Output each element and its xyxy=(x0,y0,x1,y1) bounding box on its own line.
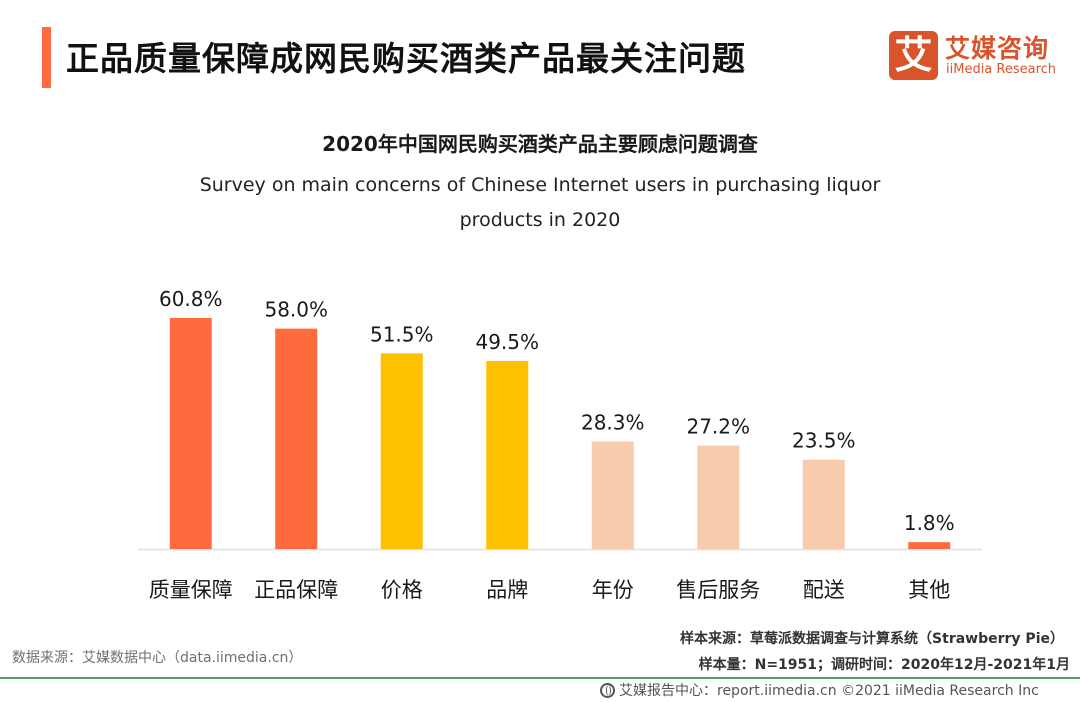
category-label-0: 质量保障 xyxy=(149,578,233,602)
category-label-4: 年份 xyxy=(592,578,634,602)
category-label-2: 价格 xyxy=(381,578,423,602)
footer-divider xyxy=(0,677,1080,679)
chart-title: 2020年中国网民购买酒类产品主要顾虑问题调查 xyxy=(322,132,758,156)
category-label-7: 其他 xyxy=(908,578,950,602)
chart-subtitle: Survey on main concerns of Chinese Inter… xyxy=(190,168,890,238)
bar-4 xyxy=(591,441,634,549)
data-label-2: 51.5% xyxy=(370,322,434,346)
chart-subtitle-line-1: Survey on main concerns of Chinese Inter… xyxy=(199,174,881,196)
bar-chart: 60.8% 质量保障 58.0% 正品保障 51.5% 价格 49.5% 品牌 28.3% 年份 2… xyxy=(138,287,982,602)
bar-5 xyxy=(697,445,740,549)
category-label-5: 售后服务 xyxy=(676,578,760,602)
data-label-3: 49.5% xyxy=(475,330,539,354)
iimedia-logo: 艾 艾媒咨询 iiMedia Research xyxy=(889,30,1069,82)
title-accent-bar xyxy=(42,27,51,88)
bar-6 xyxy=(802,459,845,549)
chart-subtitle-line-2: products in 2020 xyxy=(459,209,621,231)
sample-source: 样本来源：草莓派数据调查与计算系统（Strawberry Pie） xyxy=(680,631,1064,647)
data-label-4: 28.3% xyxy=(581,410,645,434)
data-label-0: 60.8% xyxy=(159,287,223,311)
report-center-text: 艾媒报告中心：report.iimedia.cn ©2021 iiMedia R… xyxy=(619,683,1039,699)
bar-0 xyxy=(169,318,212,549)
logo-name-cn: 艾媒咨询 xyxy=(945,34,1050,63)
logo-name-en: iiMedia Research xyxy=(946,62,1057,77)
data-label-5: 27.2% xyxy=(686,415,750,439)
category-label-3: 品牌 xyxy=(486,578,528,602)
bar-3 xyxy=(486,360,529,549)
category-label-6: 配送 xyxy=(803,578,845,602)
data-label-7: 1.8% xyxy=(904,511,955,535)
bar-1 xyxy=(275,328,318,549)
report-center: 艾媒报告中心：report.iimedia.cn ©2021 iiMedia R… xyxy=(600,680,1039,700)
bar-7 xyxy=(908,542,951,549)
sample-info: 样本量：N=1951；调研时间：2020年12月-2021年1月 xyxy=(698,657,1070,673)
category-label-1: 正品保障 xyxy=(254,578,338,602)
bar-2 xyxy=(380,353,423,549)
data-label-6: 23.5% xyxy=(792,429,856,453)
page-title: 正品质量保障成网民购买酒类产品最关注问题 xyxy=(66,39,746,78)
data-label-1: 58.0% xyxy=(264,298,328,322)
data-source: 数据来源：艾媒数据中心（data.iimedia.cn） xyxy=(12,650,303,666)
globe-icon xyxy=(600,683,615,698)
logo-mark-icon: 艾 xyxy=(889,31,938,80)
